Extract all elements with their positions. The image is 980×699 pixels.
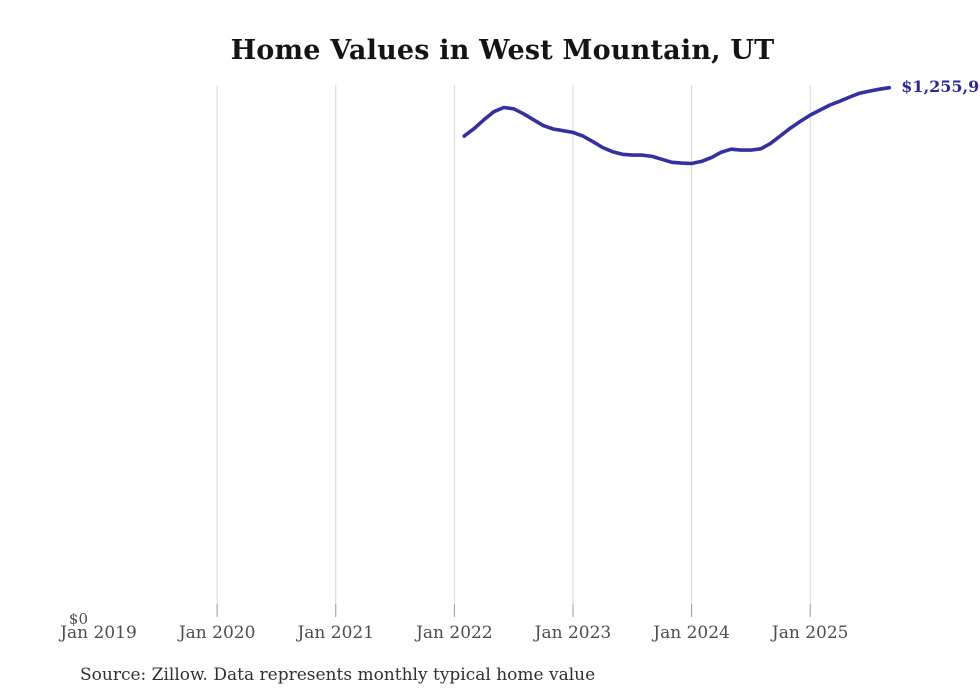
x-axis-label: Jan 2021: [297, 623, 375, 643]
x-axis-label: Jan 2022: [416, 623, 493, 643]
x-axis-label: Jan 2024: [653, 623, 730, 643]
chart-title: Home Values in West Mountain, UT: [230, 35, 775, 66]
x-axis-label: Jan 2023: [534, 623, 612, 643]
source-note: Source: Zillow. Data represents monthly …: [80, 665, 596, 685]
home-value-line-series: [462, 85, 892, 166]
latest-value-label: $1,255,9: [901, 77, 980, 96]
y-axis-zero-label: $0: [68, 610, 88, 628]
x-axis-label: Jan 2025: [771, 623, 849, 643]
x-axis-label: Jan 2019: [60, 623, 137, 643]
x-axis-label: Jan 2020: [178, 623, 256, 643]
